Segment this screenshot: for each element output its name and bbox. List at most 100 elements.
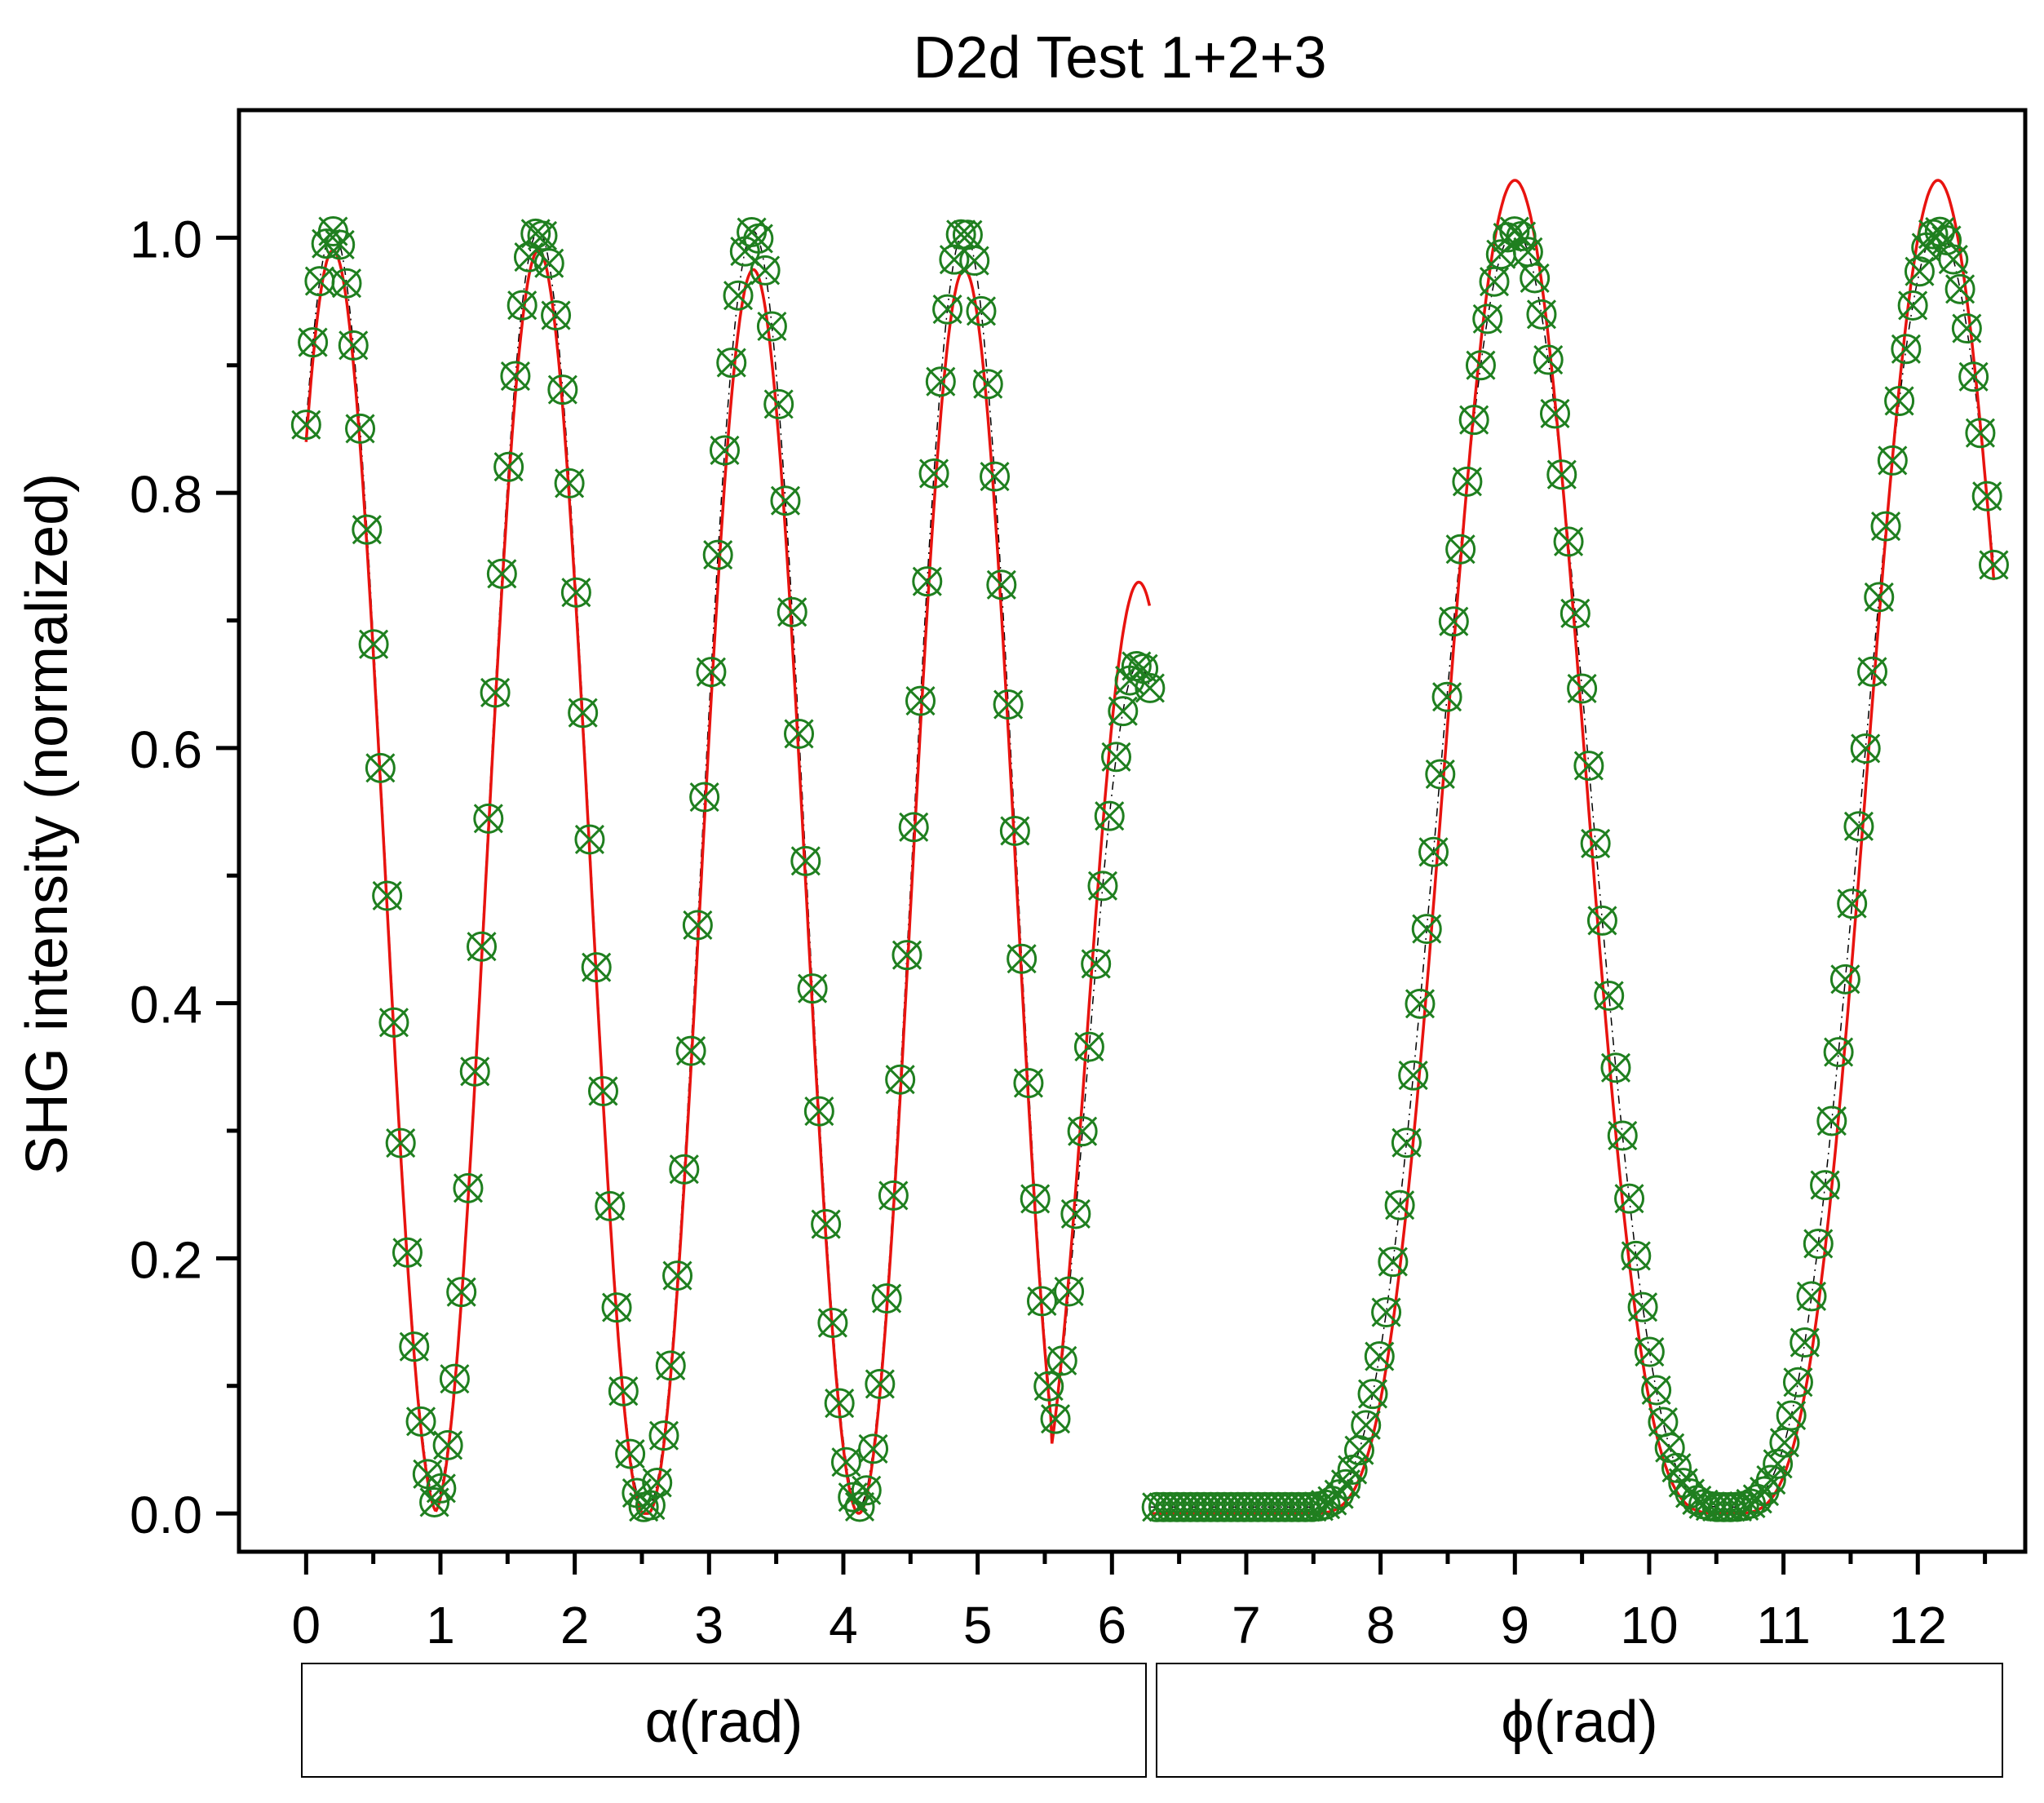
data-point — [1398, 1060, 1429, 1091]
data-point — [1458, 405, 1489, 436]
data-point — [642, 1467, 673, 1498]
data-point — [885, 1064, 916, 1095]
data-point — [432, 1429, 463, 1460]
data-point — [480, 677, 511, 708]
data-point — [1641, 1375, 1672, 1406]
data-point — [1405, 988, 1436, 1019]
data-point — [473, 803, 504, 834]
x-tick-label: 2 — [560, 1596, 590, 1655]
data-point — [891, 940, 922, 971]
data-point — [1026, 1286, 1057, 1317]
data-point — [601, 1292, 632, 1323]
data-point — [952, 219, 983, 250]
data-point — [723, 280, 754, 311]
data-point — [352, 514, 383, 545]
data-point — [945, 219, 976, 250]
data-point — [1094, 800, 1125, 831]
data-point — [1506, 221, 1537, 252]
data-point — [1553, 526, 1584, 557]
data-point — [399, 1331, 430, 1362]
fit-line — [304, 179, 1996, 1515]
data-point — [1411, 914, 1442, 945]
y-tick-label: 0.4 — [130, 976, 202, 1034]
data-point — [1384, 1189, 1415, 1220]
x-tick-label: 5 — [963, 1596, 993, 1655]
data-point — [1586, 905, 1617, 936]
data-points — [290, 216, 2009, 1522]
data-point — [1073, 1031, 1104, 1062]
data-point — [419, 1486, 450, 1517]
data-point — [993, 689, 1024, 720]
data-point — [1431, 681, 1462, 712]
data-point — [581, 952, 612, 983]
data-point — [1850, 733, 1881, 764]
x-tick-label: 12 — [1889, 1596, 1947, 1655]
data-point — [1391, 1127, 1422, 1158]
data-point — [1897, 290, 1928, 321]
data-point — [358, 629, 389, 660]
data-point — [405, 1406, 436, 1437]
data-point — [1958, 361, 1989, 392]
data-point — [1823, 1037, 1854, 1068]
data-point — [1081, 948, 1112, 979]
y-tick-label: 0.8 — [130, 465, 202, 524]
data-point — [648, 1420, 679, 1451]
data-point — [1452, 466, 1483, 497]
data-point — [507, 290, 538, 321]
data-point — [811, 1209, 842, 1240]
data-point — [1445, 534, 1476, 565]
x-tick-label: 1 — [426, 1596, 455, 1655]
data-point — [1634, 1336, 1665, 1367]
data-point — [1101, 742, 1132, 773]
x-tick-label: 6 — [1098, 1596, 1127, 1655]
data-point — [533, 248, 564, 279]
data-point — [1776, 1400, 1807, 1431]
data-point — [365, 752, 396, 783]
data-point — [1803, 1228, 1834, 1259]
data-point — [1033, 1371, 1064, 1402]
x-segment-label: ϕ(rad) — [1501, 1690, 1657, 1755]
data-point — [615, 1438, 646, 1469]
data-point — [865, 1368, 896, 1399]
y-axis-label: SHG intensity (normalized) — [15, 473, 80, 1175]
y-tick-label: 1.0 — [130, 210, 202, 268]
data-point — [1520, 263, 1551, 294]
data-point — [1796, 1281, 1827, 1312]
data-point — [790, 845, 821, 876]
data-point — [1046, 1345, 1077, 1376]
data-point — [547, 374, 578, 405]
chart-title: D2d Test 1+2+3 — [913, 25, 1326, 91]
data-point — [1600, 1052, 1631, 1083]
data-point — [1357, 1379, 1388, 1410]
data-point — [1627, 1291, 1658, 1322]
data-point — [1087, 870, 1118, 902]
data-point — [1013, 1068, 1044, 1099]
data-point — [385, 1127, 416, 1158]
x-tick-label: 11 — [1756, 1596, 1810, 1655]
data-point — [1135, 672, 1166, 703]
data-point — [486, 558, 517, 589]
data-point — [763, 388, 794, 419]
data-point — [709, 435, 740, 466]
y-tick-label: 0.0 — [130, 1486, 202, 1544]
data-point — [1573, 751, 1604, 782]
data-point — [682, 910, 713, 941]
data-point — [1560, 598, 1591, 629]
data-point — [716, 348, 747, 379]
y-axis-ticks: 0.0 0.2 0.4 0.6 0.8 1.0 — [130, 210, 239, 1544]
data-point — [851, 1475, 882, 1506]
data-point — [345, 413, 376, 444]
x-tick-label: 7 — [1232, 1596, 1261, 1655]
data-point — [587, 1075, 618, 1106]
guide-line — [305, 230, 1995, 1508]
data-point — [1614, 1183, 1645, 1214]
x-tick-label: 0 — [292, 1596, 321, 1655]
data-point — [756, 311, 787, 342]
data-point — [392, 1237, 423, 1268]
data-point — [844, 1491, 875, 1522]
fit-path-alpha — [304, 249, 1152, 1515]
data-point — [1816, 1105, 1847, 1136]
data-point — [750, 255, 781, 286]
data-point — [1539, 398, 1570, 429]
data-point — [662, 1260, 693, 1291]
